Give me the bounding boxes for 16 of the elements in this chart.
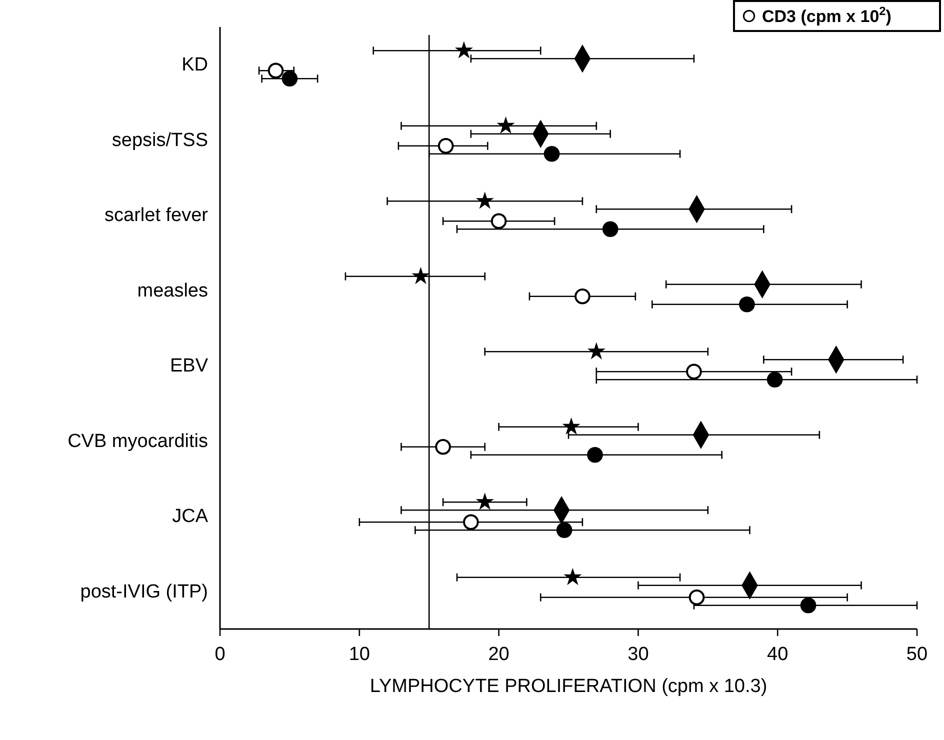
x-tick-label: 20 bbox=[488, 644, 510, 665]
x-axis-title: LYMPHOCYTE PROLIFERATION (cpm x 10.3) bbox=[370, 676, 768, 697]
x-tick-label: 30 bbox=[628, 644, 649, 665]
y-tick-label: EBV bbox=[170, 356, 208, 377]
y-tick-label: scarlet fever bbox=[104, 205, 209, 226]
x-tick-label: 0 bbox=[214, 644, 226, 665]
y-tick-label: post-IVIG (ITP) bbox=[80, 581, 208, 602]
y-tick-label: CVB myocarditis bbox=[68, 430, 208, 452]
x-tick-label: 40 bbox=[767, 644, 788, 665]
y-tick-label: JCA bbox=[172, 506, 208, 528]
legend-label: CD3 (cpm x 10$^{2}$) bbox=[762, 4, 892, 26]
y-tick-label: KD bbox=[182, 54, 208, 76]
y-tick-label: measles bbox=[137, 280, 208, 302]
x-tick-label: 50 bbox=[906, 644, 928, 665]
y-tick-label: sepsis/TSS bbox=[112, 130, 208, 151]
x-tick-label: 10 bbox=[348, 644, 370, 665]
